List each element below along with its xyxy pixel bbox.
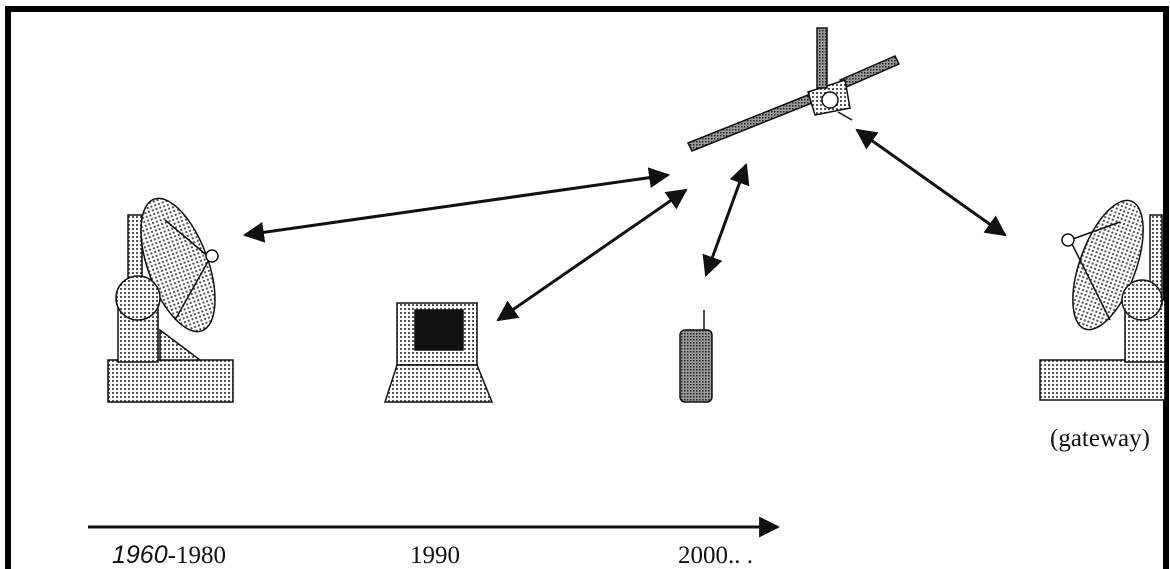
links (242, 128, 1007, 322)
timeline-label-part: 1960 (112, 541, 168, 569)
timeline-label: 1960-1980 (112, 541, 226, 569)
timeline-label: 1990 (410, 542, 460, 569)
satellite (686, 27, 901, 152)
handset (679, 310, 713, 403)
ground-station (107, 197, 234, 403)
timeline-label: 2000.. . (678, 542, 753, 569)
frame (5, 6, 1169, 569)
timeline-label-part: -1980 (168, 542, 226, 569)
gateway-station (1039, 199, 1166, 401)
gateway-label: (gateway) (1050, 425, 1150, 452)
laptop (383, 302, 494, 403)
